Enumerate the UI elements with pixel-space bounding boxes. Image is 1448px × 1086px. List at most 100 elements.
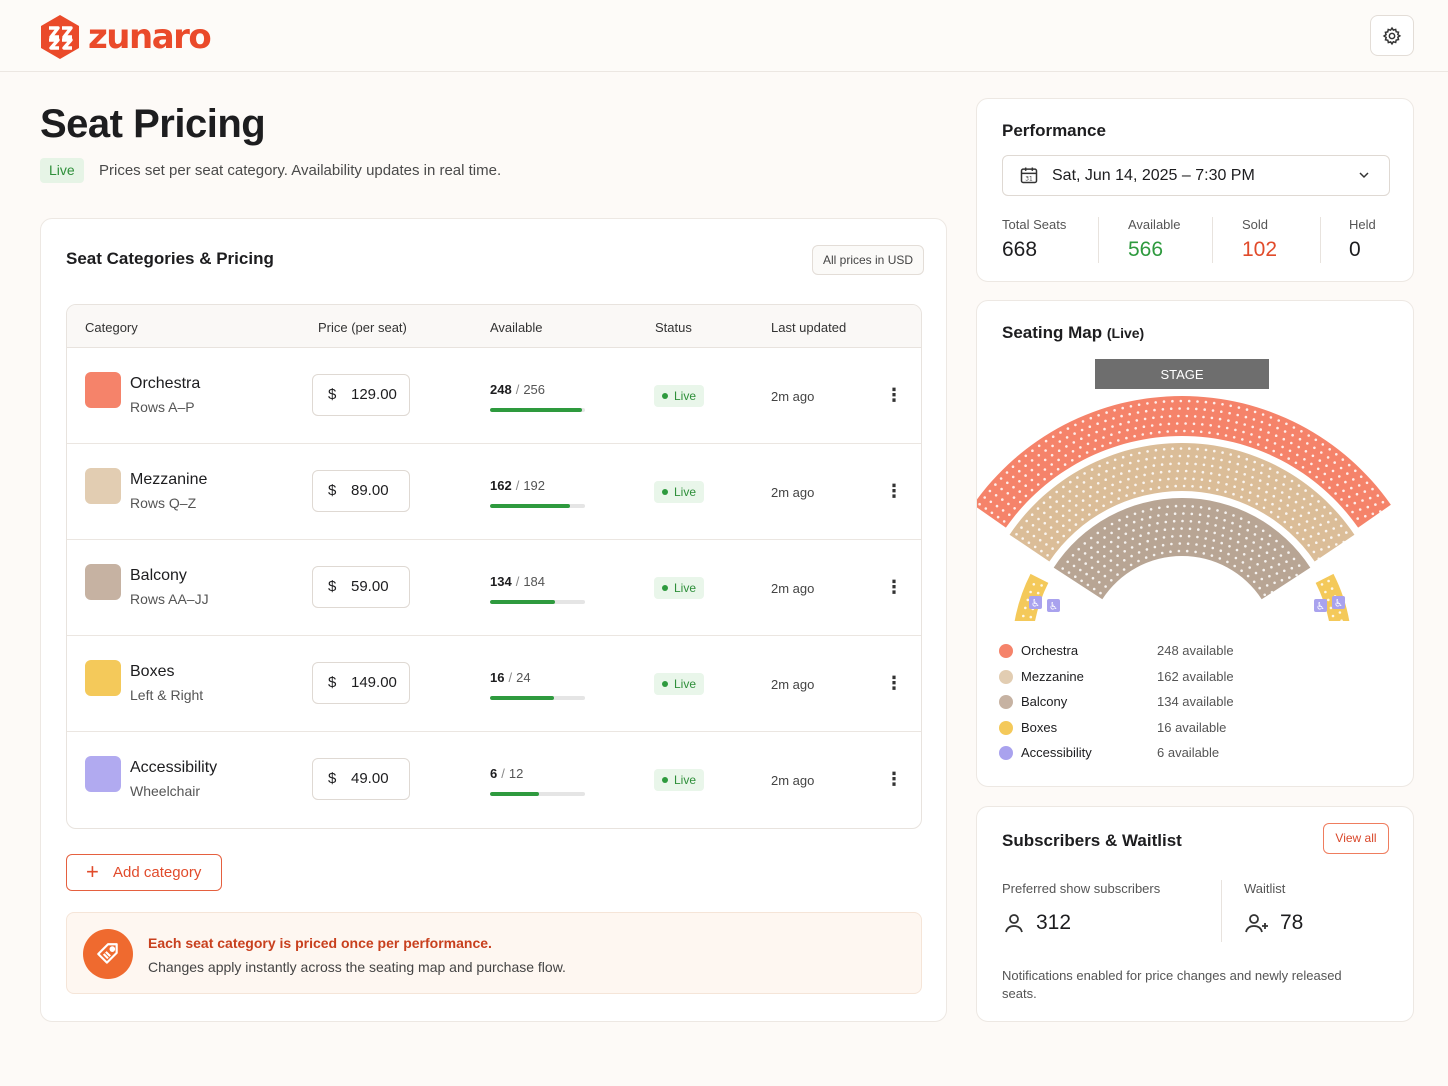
user-add-icon [1245, 914, 1268, 933]
performance-date-select[interactable]: 31 Sat, Jun 14, 2025 – 7:30 PM [1002, 155, 1390, 196]
tag-icon [83, 929, 133, 979]
notice-title: Each seat category is priced once per pe… [148, 935, 492, 951]
currency-symbol: $ [328, 674, 337, 691]
add-category-label: Add category [113, 864, 202, 881]
price-input[interactable]: $129.00 [312, 374, 410, 416]
mezzanine-section[interactable] [1009, 442, 1355, 562]
brand-logo[interactable]: zunaro [38, 13, 212, 61]
stat-value: 102 [1242, 238, 1278, 261]
available-seats: 6 [490, 766, 498, 781]
category-name: Balcony [130, 567, 187, 584]
currency-symbol: $ [328, 482, 337, 499]
pricing-table: Category Price (per seat) Available Stat… [66, 304, 922, 829]
stat-sold: Sold 102 [1242, 217, 1277, 262]
price-input[interactable]: $59.00 [312, 566, 410, 608]
available-seats: 248 [490, 382, 512, 397]
last-updated: 2m ago [771, 389, 815, 404]
category-name: Orchestra [130, 375, 201, 392]
table-row[interactable]: Accessibility Wheelchair $49.00 6/12 Live 2m … [67, 732, 921, 828]
total-seats: 192 [523, 478, 546, 493]
availability-bar [490, 600, 585, 604]
wheelchair-icon[interactable] [1029, 596, 1042, 609]
stat-label: Total Seats [1002, 217, 1067, 232]
category-rows: Wheelchair [130, 783, 201, 799]
wheelchair-icon[interactable] [1047, 599, 1060, 612]
boxes-left-section-seats [1022, 583, 1043, 619]
legend-name: Orchestra [1021, 643, 1079, 658]
legend-dot [999, 720, 1013, 735]
availability-bar [490, 792, 585, 796]
price-input[interactable]: $89.00 [312, 470, 410, 512]
availability-bar [490, 504, 585, 508]
view-all-button[interactable]: View all [1323, 823, 1389, 854]
stage [1095, 359, 1269, 389]
waitlist-count: 78 [1280, 911, 1304, 934]
legend-name: Boxes [1021, 719, 1058, 735]
currency-symbol: $ [328, 386, 337, 403]
last-updated: 2m ago [771, 677, 815, 692]
pricing-notice: Each seat category is priced once per pe… [66, 912, 922, 994]
availability-count: 16/24 [490, 670, 531, 685]
stage-label: STAGE [1160, 367, 1203, 382]
wheelchair-glyph: ♿ [1049, 602, 1058, 613]
settings-button[interactable] [1370, 15, 1414, 56]
seating-map[interactable]: STAGE ♿ ♿ ♿ ♿ [977, 351, 1413, 621]
page-subtitle: Prices set per seat category. Availabili… [99, 162, 502, 179]
legend-item: Mezzanine 162 available [999, 667, 1399, 693]
brand-name: zunaro [88, 17, 212, 57]
waitlist-value: 78 [1244, 911, 1303, 935]
orchestra-section-seats [978, 399, 1385, 523]
category-rows: Rows Q–Z [130, 495, 197, 511]
table-row[interactable]: Mezzanine Rows Q–Z $89.00 162/192 Live 2m ago… [67, 444, 921, 540]
last-updated: 2m ago [771, 773, 815, 788]
price-input[interactable]: $49.00 [312, 758, 410, 800]
performance-date: Sat, Jun 14, 2025 – 7:30 PM [1052, 167, 1255, 184]
orchestra-section[interactable] [977, 396, 1391, 528]
table-row[interactable]: Orchestra Rows A–P $129.00 248/256 Live 2m ag… [67, 348, 921, 444]
legend-dot [999, 746, 1013, 760]
wheelchair-glyph: ♿ [1334, 599, 1343, 610]
page-title: Seat Pricing [40, 102, 266, 146]
availability-count: 162/192 [490, 478, 546, 493]
stat-label: Held [1349, 217, 1376, 232]
availability-bar-fill [490, 408, 583, 412]
category-rows: Left & Right [130, 687, 204, 703]
more-options-icon[interactable]: ⋮ [885, 673, 903, 693]
price-value: 129.00 [351, 386, 397, 403]
availability-bar-fill [490, 504, 570, 508]
total-seats: 256 [523, 382, 546, 397]
price-value: 149.00 [351, 674, 397, 691]
currency-note: All prices in USD [812, 245, 925, 275]
more-options-icon[interactable]: ⋮ [885, 577, 903, 597]
seating-map-title-text: Seating Map [1002, 323, 1103, 342]
column-header-available: Available [490, 320, 543, 335]
availability-bar [490, 696, 585, 700]
availability-count: 6/12 [490, 766, 524, 781]
preferred-subscribers-value: 312 [1002, 911, 1071, 935]
last-updated: 2m ago [771, 581, 815, 596]
divider [1098, 217, 1099, 263]
user-icon [1005, 914, 1023, 933]
stat-held: Held 0 [1349, 217, 1376, 262]
legend-available: 6 available [1157, 745, 1220, 760]
add-category-button[interactable]: + Add category [66, 854, 222, 891]
more-options-icon[interactable]: ⋮ [885, 481, 903, 501]
wheelchair-icon[interactable] [1332, 596, 1345, 609]
subscribers-title: Subscribers & Waitlist [1002, 831, 1182, 850]
table-row[interactable]: Balcony Rows AA–JJ $59.00 134/184 Live 2m ago… [67, 540, 921, 636]
divider [1212, 217, 1213, 263]
seating-map-title: Seating Map (Live) [1002, 323, 1144, 343]
wheelchair-icon[interactable] [1314, 599, 1327, 612]
stat-value: 566 [1128, 238, 1164, 261]
legend-available: 134 available [1157, 694, 1234, 709]
legend-item: Accessibility 6 available [999, 743, 1399, 769]
category-rows: Rows AA–JJ [130, 591, 209, 607]
svg-text:31: 31 [1025, 176, 1033, 182]
more-options-icon[interactable]: ⋮ [885, 385, 903, 405]
legend-name: Mezzanine [1021, 668, 1084, 684]
legend-name: Balcony [1021, 694, 1068, 709]
more-options-icon[interactable]: ⋮ [885, 769, 903, 789]
table-row[interactable]: Boxes Left & Right $149.00 16/24 Live 2m ago ⋮ [67, 636, 921, 732]
legend-name: Accessibility [1021, 745, 1092, 760]
price-input[interactable]: $149.00 [312, 662, 410, 704]
